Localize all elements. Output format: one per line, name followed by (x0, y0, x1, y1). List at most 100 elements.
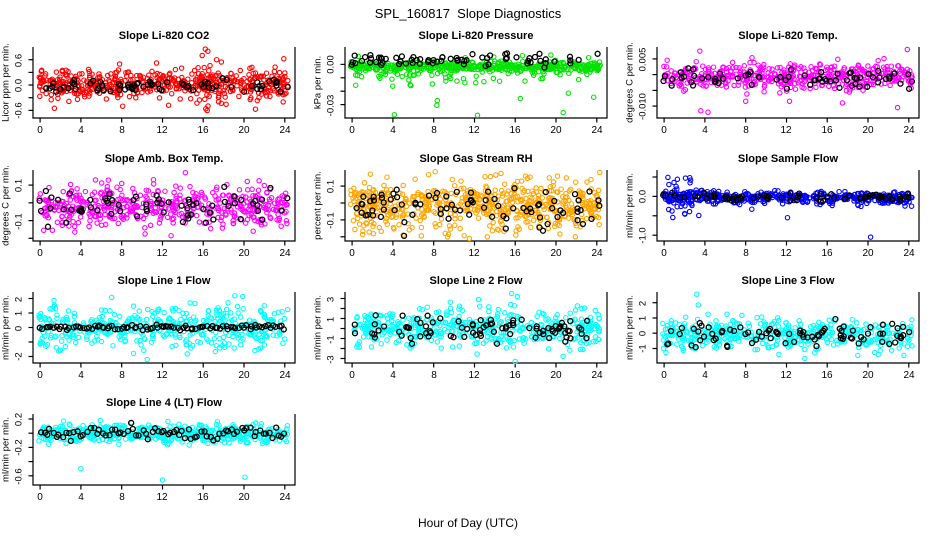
subplot-title: Slope Li-820 CO2 (118, 30, 210, 42)
scatter-canvas (652, 46, 920, 123)
x-tick-label: 0 (37, 492, 43, 503)
black-overlay-points (664, 315, 913, 351)
red-points (36, 46, 291, 114)
x-tick-label: 12 (780, 248, 792, 259)
axis-ticks (28, 184, 286, 246)
axis-box (32, 47, 296, 119)
x-tick-label: 20 (862, 125, 874, 136)
black-overlay-points (36, 321, 287, 334)
x-tick-label: 24 (279, 370, 291, 381)
axis-box (32, 170, 296, 242)
x-tick-label: 0 (349, 370, 355, 381)
x-tick-label: 24 (279, 248, 291, 259)
scatter-canvas (340, 168, 608, 246)
x-tick-label: 16 (197, 492, 209, 503)
x-tick-label: 12 (156, 248, 168, 259)
x-tick-label: 4 (702, 248, 708, 259)
black-overlay-points (353, 185, 603, 240)
axis-ticks (340, 185, 598, 246)
x-tick-label: 4 (78, 492, 84, 503)
x-tick-label: 4 (78, 125, 84, 136)
x-tick-label: 12 (780, 125, 792, 136)
green-points (347, 52, 603, 119)
axis-box (344, 170, 608, 242)
x-tick-label: 16 (821, 248, 833, 259)
x-tick-label: 16 (509, 370, 521, 381)
subplot-title: Slope Line 4 (LT) Flow (106, 397, 222, 409)
axis-ticks (340, 63, 598, 123)
x-tick-label: 16 (197, 248, 209, 259)
axis-ticks (652, 58, 910, 123)
x-tick-label: 4 (702, 125, 708, 136)
black-overlay-points (351, 312, 591, 347)
x-tick-label: 4 (390, 125, 396, 136)
x-tick-label: 24 (279, 125, 291, 136)
axis-box (656, 47, 920, 119)
black-overlay-points (660, 65, 916, 92)
x-tick-label: 24 (591, 370, 603, 381)
subplot-title: Slope Amb. Box Temp. (104, 153, 224, 165)
x-tick-label: 0 (37, 125, 43, 136)
x-axis-title: Hour of Day (UTC) (417, 516, 518, 530)
figure-title: SPL_160817 Slope Diagnostics (374, 6, 562, 21)
subplot-title: Slope Li-820 Temp. (738, 30, 838, 42)
x-tick-label: 20 (862, 248, 874, 259)
scatter-canvas (28, 169, 296, 246)
x-tick-label: 8 (431, 125, 437, 136)
x-tick-label: 20 (550, 370, 562, 381)
x-tick-label: 20 (238, 248, 250, 259)
scatter-canvas (652, 170, 920, 246)
axis-box (344, 47, 608, 119)
x-tick-label: 4 (78, 248, 84, 259)
scatter-canvas (340, 290, 608, 368)
x-tick-label: 16 (509, 248, 521, 259)
subplot-title: Slope Li-820 Pressure (418, 30, 534, 42)
x-tick-label: 8 (431, 370, 437, 381)
axis-box (32, 414, 296, 486)
x-tick-label: 20 (238, 370, 250, 381)
x-tick-label: 4 (702, 370, 708, 381)
subplot-title: Slope Sample Flow (737, 153, 839, 165)
black-overlay-points (37, 419, 288, 445)
x-tick-label: 8 (119, 370, 125, 381)
x-tick-label: 8 (743, 370, 749, 381)
x-tick-label: 12 (156, 125, 168, 136)
x-tick-label: 12 (780, 370, 792, 381)
x-tick-label: 24 (903, 370, 915, 381)
x-tick-label: 24 (903, 125, 915, 136)
x-tick-label: 0 (661, 125, 667, 136)
scatter-canvas (28, 292, 296, 368)
subplot-title: Slope Gas Stream RH (419, 153, 533, 165)
scatter-canvas (28, 46, 296, 123)
x-tick-label: 0 (349, 248, 355, 259)
x-tick-label: 20 (238, 492, 250, 503)
axis-ticks (28, 418, 286, 490)
axis-box (656, 292, 920, 364)
x-tick-label: 8 (119, 125, 125, 136)
y-tick-label: -0.6 (13, 468, 25, 485)
axis-ticks (652, 302, 910, 368)
orange-points (347, 168, 603, 242)
axis-ticks (652, 176, 910, 246)
subplot-title: Slope Line 1 Flow (117, 275, 211, 287)
x-tick-label: 0 (37, 248, 43, 259)
black-overlay-points (42, 75, 291, 95)
x-tick-label: 12 (468, 370, 480, 381)
x-tick-label: 20 (238, 125, 250, 136)
scatter-canvas (28, 414, 296, 490)
x-tick-label: 20 (550, 248, 562, 259)
x-tick-label: 16 (509, 125, 521, 136)
x-tick-label: 20 (862, 370, 874, 381)
subplot-title: Slope Line 2 Flow (429, 275, 523, 287)
axis-ticks (28, 59, 286, 123)
x-tick-label: 24 (903, 248, 915, 259)
